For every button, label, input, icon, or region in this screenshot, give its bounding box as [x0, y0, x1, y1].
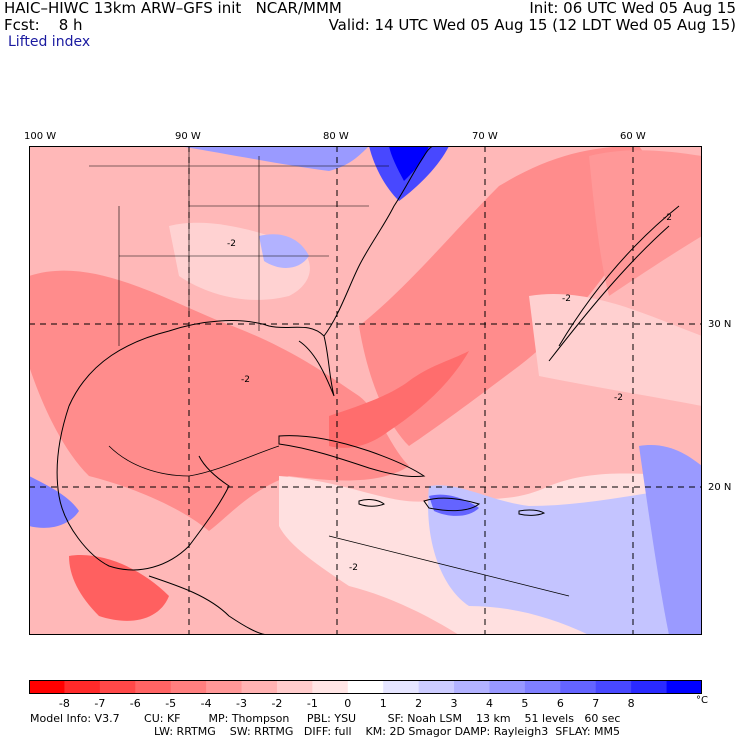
contour-label: -2: [663, 213, 672, 223]
colorbar-swatch: [454, 680, 490, 694]
header-fcst: Fcst: 8 h: [4, 16, 83, 34]
colorbar-label: 4: [485, 697, 493, 710]
jamaica-outline: [358, 499, 385, 507]
region-mexico-blue: [29, 476, 79, 528]
colorbar-label: -3: [236, 697, 247, 710]
lifted-index-map: -2 -2 -2 -2 -2 -2: [29, 146, 702, 635]
region-caribbean-blue: [428, 485, 702, 635]
contour-label: -2: [349, 563, 358, 573]
lat-label-20n: 20 N: [708, 482, 732, 493]
colorbar-swatch: [312, 680, 349, 694]
header-init: Init: 06 UTC Wed 05 Aug 15: [529, 0, 736, 17]
contour-minus2-a: [558, 205, 680, 347]
colorbar-unit: °C: [696, 695, 708, 706]
colorbar-label: -8: [58, 697, 70, 710]
region-gulf-unstable: [29, 270, 409, 531]
colorbar-label: -1: [306, 697, 318, 710]
colorbar-swatch: [631, 680, 668, 694]
colorbar-swatch: [489, 680, 526, 694]
mexico-coastline: [56, 405, 230, 571]
colorbar-label: 7: [592, 697, 600, 710]
us-gulf-coastline: [68, 320, 335, 407]
colorbar-swatch: [29, 680, 65, 694]
lat-label-30n: 30 N: [708, 319, 732, 330]
contour-label: -2: [227, 239, 236, 249]
colorbar-label: -7: [94, 697, 106, 710]
colorbar-swatch: [524, 680, 561, 694]
colorbar-label: 5: [521, 697, 529, 710]
colorbar-swatch: [99, 680, 136, 694]
colorbar-swatch: [418, 680, 455, 694]
lon-label-70w: 70 W: [472, 131, 498, 142]
region-east-blue: [639, 445, 702, 635]
colorbar-swatch: [383, 680, 420, 694]
hispaniola-outline: [423, 497, 481, 512]
lon-label-80w: 80 W: [323, 131, 349, 142]
colorbar-label: 3: [450, 697, 458, 710]
cuba-outline: [278, 435, 426, 477]
colorbar-swatch: [135, 680, 172, 694]
contour-minus2-b: [548, 225, 670, 362]
colorbar-label: 6: [556, 697, 564, 710]
region-atlantic-pale: [529, 294, 702, 406]
colorbar-swatch: [170, 680, 207, 694]
colorbar: [29, 680, 702, 694]
model-info-line1: Model Info: V3.7 CU: KF MP: Thompson PBL…: [30, 712, 621, 725]
contour-minus2-d: [328, 535, 570, 597]
us-atlantic-coastline: [323, 146, 435, 337]
model-info-line2: LW: RRTMG SW: RRTMG DIFF: full KM: 2D Sm…: [154, 725, 620, 738]
colorbar-swatch: [560, 680, 597, 694]
contour-label: -2: [614, 393, 623, 403]
state-borders: [89, 146, 389, 346]
colorbar-swatch: [666, 680, 702, 694]
colorbar-label: -2: [271, 697, 283, 710]
colorbar-label: 0: [344, 697, 352, 710]
field-name: Lifted index: [8, 34, 91, 50]
colorbar-swatch: [276, 680, 313, 694]
region-central-america-red: [69, 555, 169, 621]
lon-label-100w: 100 W: [24, 131, 57, 142]
colorbar-label: -4: [200, 697, 212, 710]
region-plains-blue: [179, 146, 369, 171]
colorbar-label: -5: [165, 697, 177, 710]
region-carolinas-blue: [259, 234, 309, 268]
colorbar-swatch: [347, 680, 384, 694]
map-frame: [29, 146, 702, 635]
colorbar-label: -6: [129, 697, 141, 710]
region-hispaniola-blue: [429, 494, 479, 516]
lon-label-60w: 60 W: [620, 131, 646, 142]
central-america-coastline: [148, 575, 270, 635]
colorbar-swatch: [64, 680, 101, 694]
colorbar-swatch: [595, 680, 632, 694]
puerto-rico-outline: [518, 509, 546, 516]
colorbar-swatch: [206, 680, 243, 694]
header-title: HAIC–HIWC 13km ARW–GFS init NCAR/MMM: [4, 0, 342, 17]
colorbar-label: 1: [379, 697, 387, 710]
region-northeast-deep: [389, 146, 429, 181]
colorbar-label: 8: [627, 697, 635, 710]
colorbar-swatch: [241, 680, 278, 694]
header-valid: Valid: 14 UTC Wed 05 Aug 15 (12 LDT Wed …: [328, 16, 736, 34]
lon-label-90w: 90 W: [175, 131, 201, 142]
region-east-atlantic-red: [589, 150, 702, 296]
contour-label: -2: [562, 294, 571, 304]
contour-label: -2: [241, 375, 250, 385]
region-florida-band: [329, 351, 469, 448]
lat-lon-grid: [29, 146, 702, 635]
colorbar-label: 2: [415, 697, 423, 710]
